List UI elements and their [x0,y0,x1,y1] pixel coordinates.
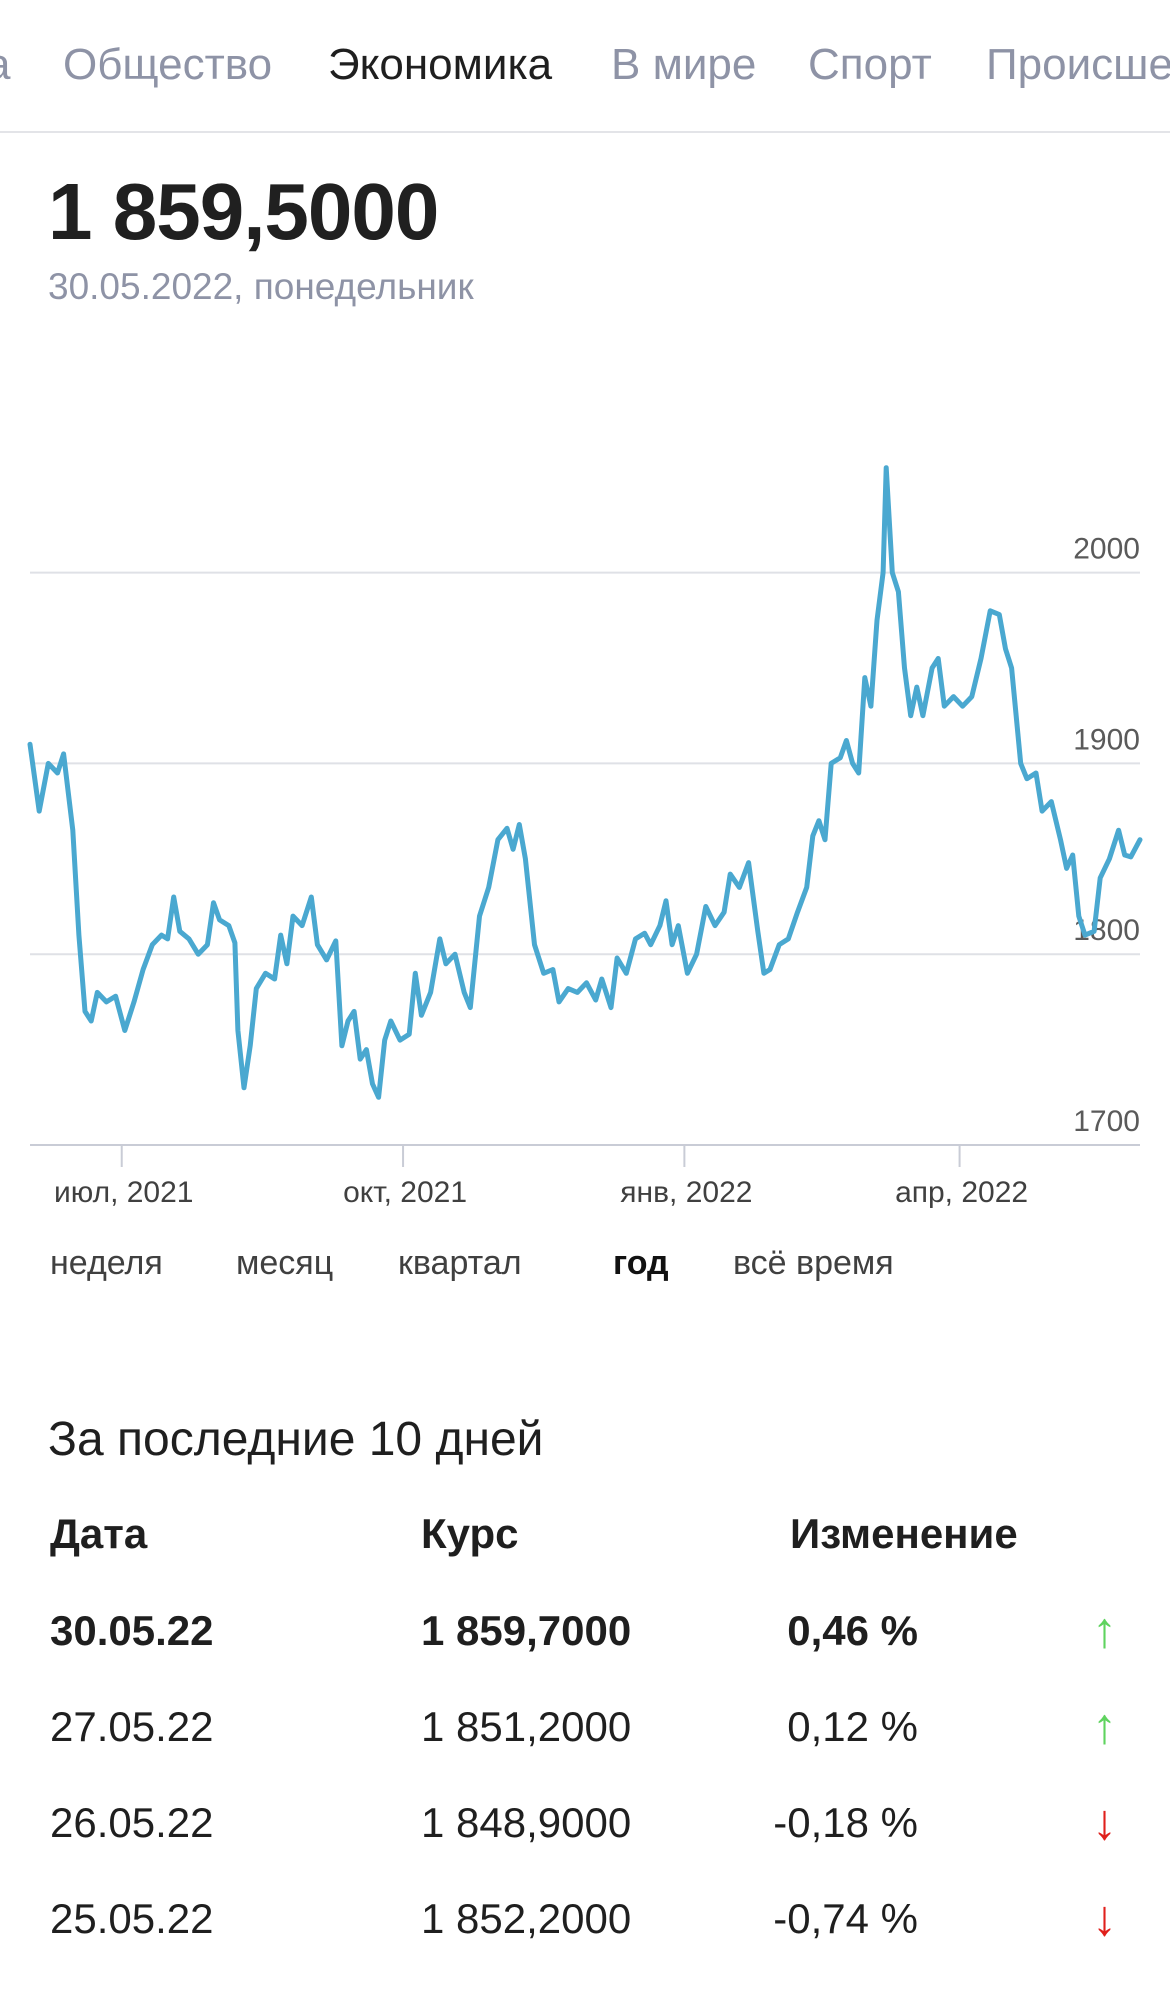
period-month-button[interactable]: месяц [236,1244,334,1282]
column-header-date: Дата [50,1510,148,1557]
tab-world[interactable]: В мире [611,40,757,89]
row-change: 0,46 % [787,1607,918,1654]
row-date: 26.05.22 [50,1799,214,1846]
x-tick-label: июл, 2021 [54,1176,194,1209]
arrow-down-icon: ↓ [1092,1794,1117,1850]
x-tick-label: окт, 2021 [343,1176,467,1209]
history-title: За последние 10 дней [48,1413,544,1466]
section-tabs: а Общество Экономика В мире Спорт Происш… [0,0,1170,133]
rate-series-line [27,465,1143,1100]
arrow-down-icon: ↓ [1092,1890,1117,1946]
row-date: 30.05.22 [50,1607,214,1654]
row-change: -0,74 % [773,1895,918,1942]
tab-previous-partial[interactable]: а [0,40,10,90]
y-tick-label: 1700 [1073,1105,1140,1138]
row-date: 25.05.22 [50,1895,214,1942]
period-year-button[interactable]: год [613,1244,669,1282]
table-row: 30.05.22 1 859,7000 0,46 % ↑ [0,1602,1170,1667]
row-change: -0,18 % [773,1799,918,1846]
x-tick-label: апр, 2022 [895,1176,1028,1209]
period-quarter-button[interactable]: квартал [398,1244,522,1282]
current-rate-date: 30.05.2022, понедельник [48,266,474,307]
column-header-rate: Курс [421,1510,519,1557]
row-change: 0,12 % [787,1703,918,1750]
row-rate: 1 852,2000 [421,1895,632,1942]
y-tick-label: 1900 [1073,723,1140,756]
table-row: 25.05.22 1 852,2000 -0,74 % ↓ [0,1890,1170,1955]
row-rate: 1 851,2000 [421,1703,632,1750]
period-selector: неделя месяц квартал год всё время [0,1244,1170,1294]
tab-incidents[interactable]: Происше [986,40,1170,89]
x-tick-label: янв, 2022 [620,1176,752,1209]
row-rate: 1 848,9000 [421,1799,632,1846]
arrow-up-icon: ↑ [1092,1602,1117,1658]
table-row: 27.05.22 1 851,2000 0,12 % ↑ [0,1698,1170,1763]
history-table-header: Дата Курс Изменение [0,1510,1170,1560]
row-rate: 1 859,7000 [421,1607,632,1654]
y-tick-label: 2000 [1073,533,1140,566]
period-week-button[interactable]: неделя [50,1244,163,1282]
table-row: 26.05.22 1 848,9000 -0,18 % ↓ [0,1794,1170,1859]
tab-sport[interactable]: Спорт [808,40,932,89]
arrow-up-icon: ↑ [1092,1698,1117,1754]
column-header-change: Изменение [790,1510,1018,1557]
tab-society[interactable]: Общество [63,40,273,89]
row-date: 27.05.22 [50,1703,214,1750]
current-rate-value: 1 859,5000 [48,167,439,256]
period-all-time-button[interactable]: всё время [733,1244,894,1282]
tab-economy[interactable]: Экономика [328,40,553,89]
